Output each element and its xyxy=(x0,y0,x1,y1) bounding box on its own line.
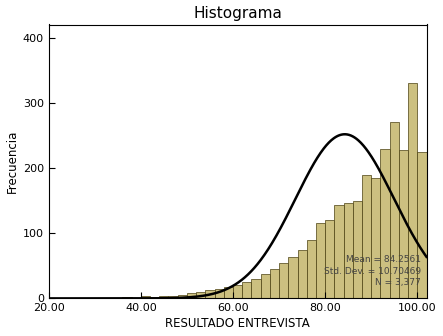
Bar xyxy=(325,220,334,298)
Bar xyxy=(224,287,233,298)
Bar xyxy=(307,240,316,298)
Bar xyxy=(298,250,307,298)
Bar xyxy=(417,152,427,298)
Bar xyxy=(362,175,371,298)
Y-axis label: Frecuencia: Frecuencia xyxy=(6,130,19,193)
Bar xyxy=(316,223,325,298)
Bar xyxy=(279,262,288,298)
Bar xyxy=(399,150,408,298)
Bar xyxy=(141,296,150,298)
Bar xyxy=(122,297,132,298)
Bar xyxy=(390,122,399,298)
Bar xyxy=(381,149,390,298)
Bar xyxy=(334,205,344,298)
Bar xyxy=(178,294,187,298)
Bar xyxy=(159,296,168,298)
Bar xyxy=(427,171,436,298)
Bar xyxy=(436,169,443,298)
Text: Mean = 84.2561
Std. Dev. = 10.70469
N = 3,377: Mean = 84.2561 Std. Dev. = 10.70469 N = … xyxy=(324,255,421,288)
Bar xyxy=(260,274,270,298)
Bar xyxy=(214,289,224,298)
Bar xyxy=(344,203,353,298)
Bar xyxy=(233,285,242,298)
Bar xyxy=(187,293,196,298)
Bar xyxy=(150,297,159,298)
Bar xyxy=(408,83,417,298)
Bar xyxy=(168,296,178,298)
Title: Histograma: Histograma xyxy=(193,6,282,20)
Bar xyxy=(242,282,252,298)
Bar xyxy=(270,269,279,298)
X-axis label: RESULTADO ENTREVISTA: RESULTADO ENTREVISTA xyxy=(165,318,310,330)
Bar xyxy=(288,257,298,298)
Bar xyxy=(353,201,362,298)
Bar xyxy=(196,292,206,298)
Bar xyxy=(206,290,214,298)
Bar xyxy=(371,178,381,298)
Bar xyxy=(252,279,260,298)
